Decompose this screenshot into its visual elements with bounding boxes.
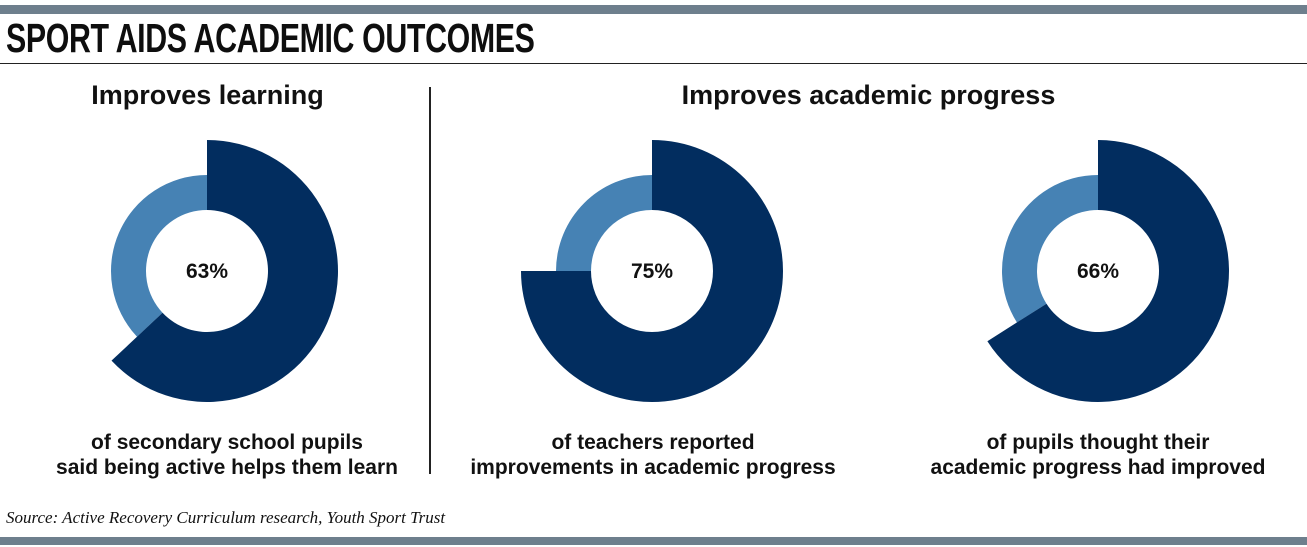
donut-chart-pupils: 66% (987, 140, 1229, 402)
section-divider (429, 87, 431, 474)
caption-pupils-line-2: academic progress had improved (930, 456, 1266, 479)
caption-learning-line-2: said being active helps them learn (56, 456, 398, 479)
donut-segment-remainder (556, 175, 652, 271)
top-rule (0, 5, 1307, 14)
caption-teachers-line-1: of teachers reported (551, 431, 755, 454)
donut-center-label: 75% (631, 260, 673, 283)
caption-learning: of secondary school pupils said being ac… (17, 430, 437, 480)
caption-learning-line-1: of secondary school pupils (91, 431, 363, 454)
donut-chart-learning: 63% (110, 140, 339, 402)
donut-segment-value (987, 140, 1229, 402)
section-heading-progress: Improves academic progress (681, 80, 1056, 110)
donut-segment-remainder (110, 174, 207, 337)
donut-segment-value (521, 140, 783, 402)
title-underline (0, 63, 1307, 64)
bottom-rule (0, 537, 1307, 545)
page-title: SPORT AIDS ACADEMIC OUTCOMES (6, 15, 535, 61)
section-heading-learning: Improves learning (91, 80, 324, 110)
caption-pupils: of pupils thought their academic progres… (888, 430, 1307, 480)
donut-center-label: 63% (186, 260, 228, 283)
caption-pupils-line-1: of pupils thought their (986, 431, 1210, 454)
donut-center-label: 66% (1077, 260, 1119, 283)
caption-teachers-line-2: improvements in academic progress (470, 456, 836, 479)
donut-chart-teachers: 75% (521, 140, 783, 402)
donut-segment-remainder (1001, 175, 1098, 323)
source-note: Source: Active Recovery Curriculum resea… (6, 508, 446, 527)
donut-segment-value (111, 140, 339, 402)
caption-teachers: of teachers reported improvements in aca… (443, 430, 863, 480)
